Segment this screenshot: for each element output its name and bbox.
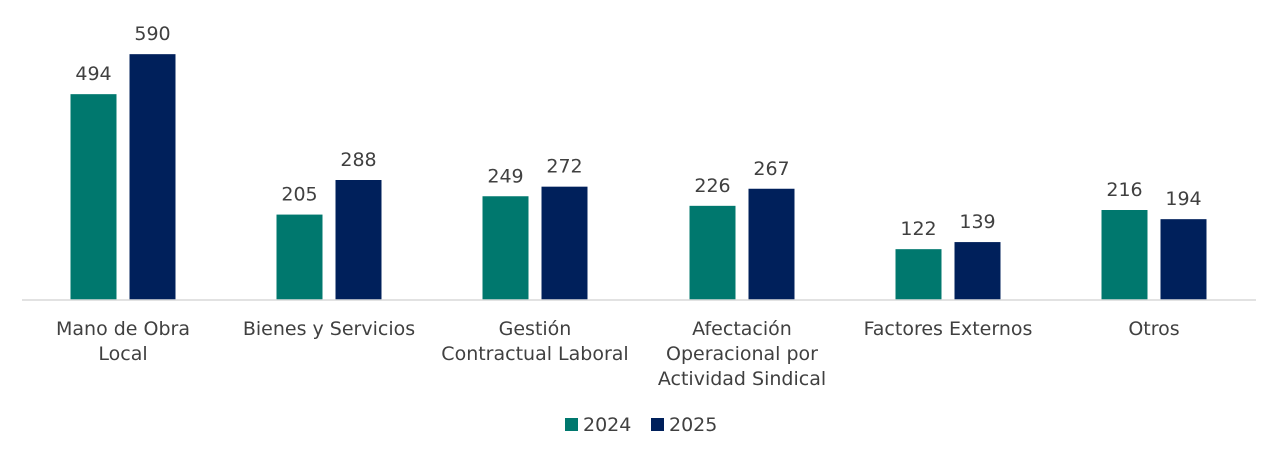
bar-2025-3: [748, 188, 795, 300]
bar-2024-2: [482, 196, 529, 300]
value-label-2024-3: 226: [694, 175, 730, 197]
category-label-4: Factores Externos: [864, 318, 1033, 340]
bars-group: [70, 54, 1207, 301]
legend-swatch-2024: [565, 418, 578, 431]
value-label-2025-0: 590: [134, 23, 170, 45]
category-label-3: Afectación Operacional por Actividad Sindi…: [658, 318, 826, 390]
bar-2025-4: [954, 242, 1001, 300]
legend-label-2025: 2025: [669, 414, 717, 436]
bar-2025-1: [335, 180, 382, 300]
value-label-2025-4: 139: [959, 211, 995, 233]
bar-2025-5: [1160, 219, 1207, 300]
bar-2024-3: [689, 205, 736, 300]
value-label-2025-1: 288: [340, 149, 376, 171]
legend-swatch-2025: [651, 418, 664, 431]
bar-2024-5: [1101, 210, 1148, 300]
bar-2024-4: [895, 249, 942, 300]
value-label-2024-5: 216: [1106, 179, 1142, 201]
value-label-2024-0: 494: [75, 63, 111, 85]
legend-label-2024: 2024: [583, 414, 631, 436]
value-label-2025-5: 194: [1165, 188, 1201, 210]
value-label-2024-2: 249: [487, 165, 523, 187]
value-label-2025-3: 267: [753, 158, 789, 180]
value-label-2024-4: 122: [900, 218, 936, 240]
value-label-2024-1: 205: [281, 184, 317, 206]
legend: 2024 2025: [565, 414, 717, 436]
category-label-5: Otros: [1128, 318, 1179, 340]
category-label-2: Gestión Contractual Laboral: [441, 318, 628, 365]
bar-2025-2: [541, 186, 588, 300]
category-label-1: Bienes y Servicios: [243, 318, 415, 340]
category-label-0: Mano de Obra Local: [56, 318, 190, 365]
category-labels-group: Mano de Obra Local Bienes y Servicios Gesti…: [56, 318, 1180, 390]
bar-2025-0: [129, 54, 176, 300]
value-label-2025-2: 272: [546, 156, 582, 178]
bar-2024-0: [70, 94, 117, 301]
bar-2024-1: [276, 214, 323, 300]
value-labels-group: 494 590 205 288 249 272 226 267 122 139 216 194: [75, 23, 1201, 240]
